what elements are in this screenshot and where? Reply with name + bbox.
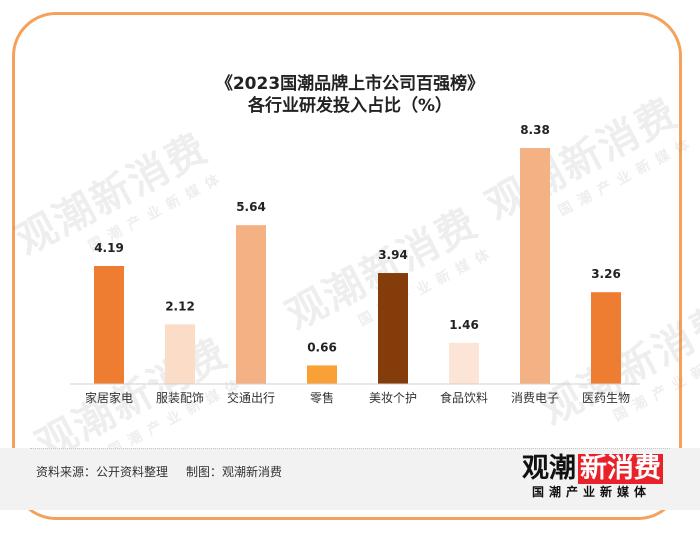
logo-tagline: 国潮产业新媒体 xyxy=(532,485,652,499)
category-label-1: 家居家电 xyxy=(85,390,133,405)
source-text: 资料来源：公开资料整理 xyxy=(36,465,169,479)
data-label-6: 1.46 xyxy=(449,318,479,332)
bar-3 xyxy=(236,225,266,384)
bar-2 xyxy=(165,324,195,384)
data-label-1: 4.19 xyxy=(94,241,124,255)
bar-8 xyxy=(591,292,621,384)
brand-logo: 观潮 新消费 国潮产业新媒体 xyxy=(522,453,663,506)
chart-title: 《2023国潮品牌上市公司百强榜》 xyxy=(215,74,485,94)
bar-7 xyxy=(520,148,550,384)
logo-text-b: 新消费 xyxy=(578,453,663,484)
category-label-4: 零售 xyxy=(310,390,334,405)
category-label-5: 美妆个护 xyxy=(369,391,417,405)
bar-4 xyxy=(307,365,337,384)
maker-text: 制图：观潮新消费 xyxy=(186,465,283,479)
category-label-6: 食品饮料 xyxy=(440,390,488,405)
category-label-2: 服装配饰 xyxy=(156,391,204,405)
chart-subtitle: 各行业研发投入占比（%） xyxy=(247,96,453,116)
category-label-7: 消费电子 xyxy=(511,391,559,405)
category-label-3: 交通出行 xyxy=(227,390,275,405)
data-label-8: 3.26 xyxy=(591,267,621,281)
footer-divider xyxy=(30,448,670,449)
data-label-5: 3.94 xyxy=(378,248,408,262)
data-label-2: 2.12 xyxy=(165,299,195,313)
logo-text-a: 观潮 xyxy=(522,453,576,484)
category-label-8: 医药生物 xyxy=(582,391,630,405)
bar-1 xyxy=(94,266,124,384)
data-label-7: 8.38 xyxy=(520,123,550,137)
bar-6 xyxy=(449,342,479,384)
bar-chart: 4.19 家居家电 2.12 服装配饰 5.64 交通出行 0.66 零售 3.94 美妆个护 1.… xyxy=(70,123,640,405)
data-label-3: 5.64 xyxy=(236,200,266,214)
source-note: 资料来源：公开资料整理 制图：观潮新消费 xyxy=(36,463,300,480)
data-label-4: 0.66 xyxy=(307,340,337,354)
bar-5 xyxy=(378,273,408,384)
